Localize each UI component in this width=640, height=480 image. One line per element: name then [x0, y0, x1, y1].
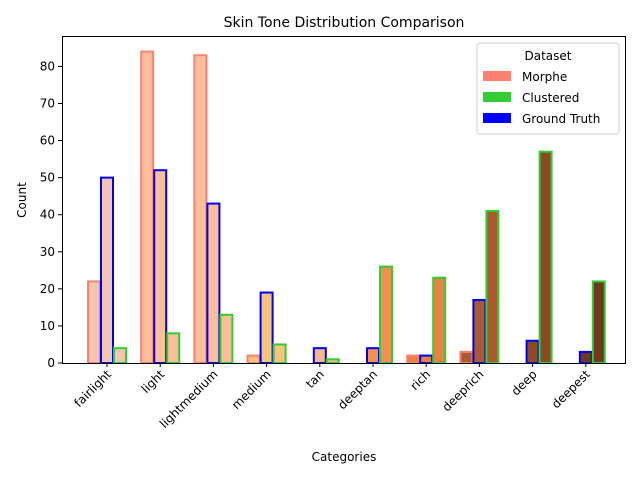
legend-label-clustered: Clustered: [522, 91, 579, 105]
bar-ground-truth-fairlight: [100, 176, 114, 364]
y-tick-label: 10: [40, 319, 55, 333]
y-tick-label: 60: [40, 134, 55, 148]
y-tick-label: 30: [40, 245, 55, 259]
bar-morphe-deeprich: [459, 350, 474, 365]
bar-ground-truth-lightmedium: [206, 202, 221, 364]
bar-ground-truth-deeprich: [472, 298, 487, 364]
plot-frame: [62, 36, 626, 364]
y-tick-label: 50: [40, 171, 55, 185]
bar-clustered-lightmedium: [219, 313, 234, 365]
bar-morphe-fairlight: [87, 280, 101, 364]
bar-clustered-deepest: [591, 280, 606, 364]
legend-swatch-ground-truth: [483, 113, 511, 123]
bar-clustered-deeptan: [379, 265, 393, 364]
bar-clustered-deeprich: [485, 209, 500, 364]
legend-label-ground-truth: Ground Truth: [522, 112, 600, 126]
legend-label-morphe: Morphe: [522, 70, 567, 84]
y-tick-label: 80: [40, 59, 55, 73]
legend: Dataset Morphe Clustered Ground Truth: [476, 42, 620, 135]
y-tick-label: 0: [47, 356, 55, 370]
bar-morphe-medium: [246, 354, 261, 364]
y-tick-label: 70: [40, 96, 55, 110]
bar-ground-truth-light: [153, 169, 168, 364]
bar-clustered-fairlight: [113, 347, 127, 365]
bar-morphe-light: [140, 50, 155, 364]
bar-morphe-rich: [406, 354, 421, 364]
legend-title: Dataset: [525, 49, 572, 63]
bar-ground-truth-deeptan: [366, 347, 380, 365]
chart-title: Skin Tone Distribution Comparison: [224, 15, 465, 31]
bar-clustered-medium: [272, 343, 287, 364]
bar-ground-truth-deep: [525, 339, 540, 364]
y-axis-ticks: 0 10 20 30 40 50 60 70 80: [40, 59, 62, 370]
y-tick-label: 20: [40, 282, 55, 296]
bar-ground-truth-tan: [312, 347, 327, 365]
legend-box: [476, 42, 620, 135]
x-axis-title: Categories: [312, 450, 377, 464]
bar-clustered-deep: [538, 150, 553, 364]
bar-ground-truth-deepest: [578, 350, 593, 365]
y-tick-label: 40: [40, 208, 55, 222]
bar-clustered-light: [166, 332, 181, 365]
bar-clustered-tan: [325, 358, 340, 364]
y-axis-title: Count: [15, 182, 29, 218]
bar-morphe-lightmedium: [193, 54, 208, 365]
bar-clustered-rich: [432, 276, 447, 365]
bar-ground-truth-medium: [259, 291, 274, 365]
legend-swatch-clustered: [483, 92, 511, 102]
bars-layer: [87, 50, 606, 365]
legend-swatch-morphe: [483, 71, 511, 81]
bar-ground-truth-rich: [419, 354, 434, 364]
